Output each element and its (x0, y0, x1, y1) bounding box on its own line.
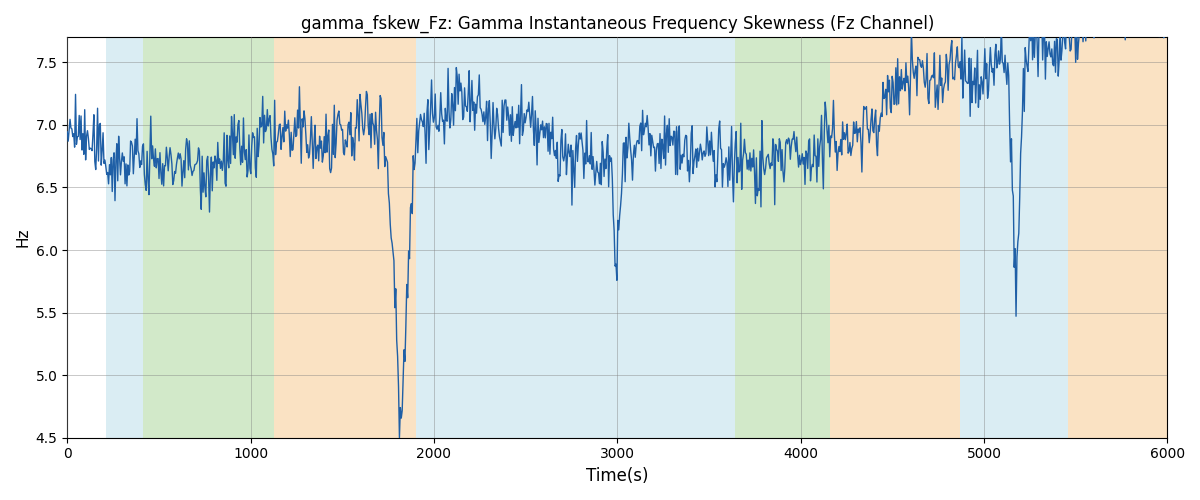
Y-axis label: Hz: Hz (16, 228, 30, 248)
Bar (734, 38, 830, 438)
Bar (415, 38, 714, 438)
Bar (714, 38, 734, 438)
X-axis label: Time(s): Time(s) (586, 467, 649, 485)
Bar (1068, 38, 1168, 438)
Title: gamma_fskew_Fz: Gamma Instantaneous Frequency Skewness (Fz Channel): gamma_fskew_Fz: Gamma Instantaneous Freq… (301, 15, 934, 34)
Bar (275, 38, 415, 438)
Bar (960, 38, 1068, 438)
Bar (830, 38, 960, 438)
Bar (143, 38, 275, 438)
Bar (106, 38, 143, 438)
